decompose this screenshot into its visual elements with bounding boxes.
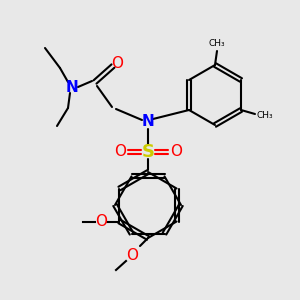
Text: O: O [126,248,138,263]
Text: N: N [66,80,78,94]
Text: O: O [111,56,123,70]
Text: S: S [142,143,154,161]
Text: CH₃: CH₃ [257,110,274,119]
Text: N: N [142,115,154,130]
Text: O: O [95,214,107,229]
Text: O: O [114,145,126,160]
Text: CH₃: CH₃ [209,39,225,48]
Text: O: O [170,145,182,160]
